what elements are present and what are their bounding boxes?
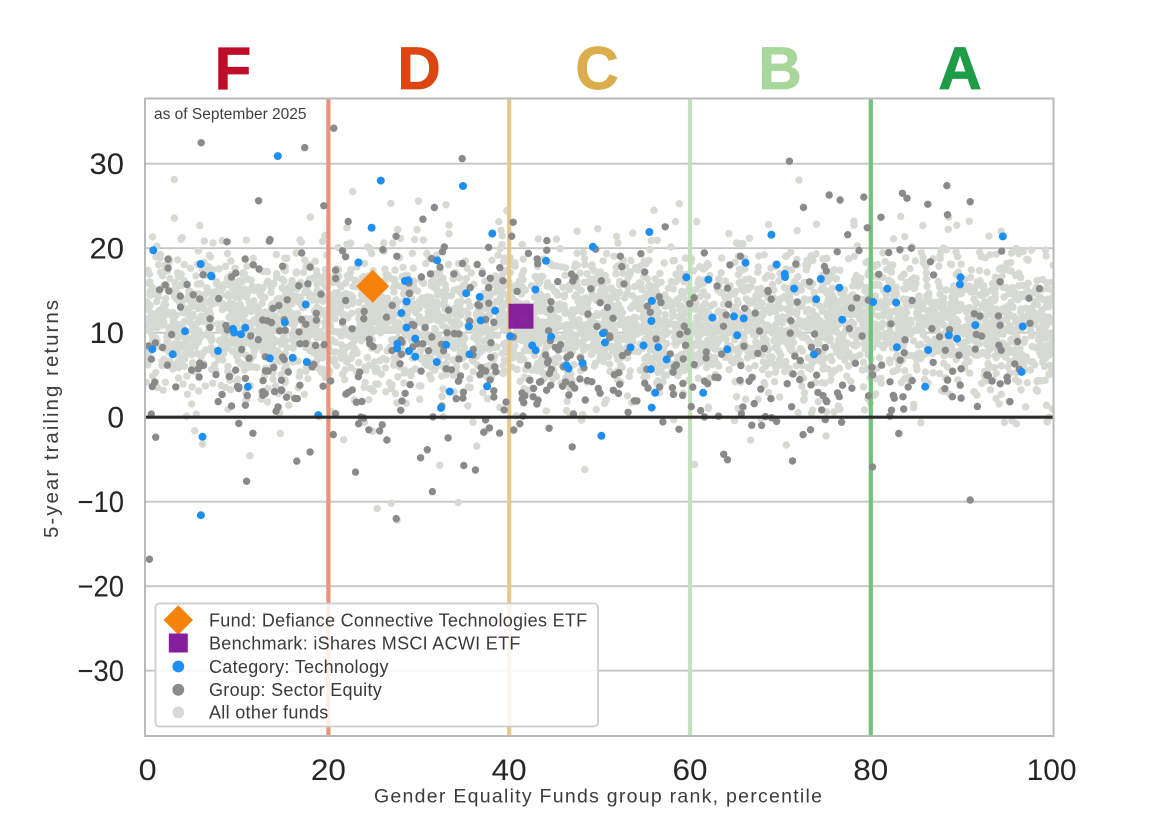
svg-text:F: F bbox=[215, 35, 252, 102]
svg-text:Group: Sector Equity: Group: Sector Equity bbox=[209, 680, 382, 700]
svg-text:A: A bbox=[938, 35, 981, 102]
svg-text:100: 100 bbox=[1027, 754, 1077, 787]
svg-text:60: 60 bbox=[673, 754, 708, 787]
svg-text:B: B bbox=[758, 35, 801, 102]
svg-text:0: 0 bbox=[139, 754, 157, 787]
svg-text:as of September 2025: as of September 2025 bbox=[154, 106, 307, 123]
svg-text:Benchmark: iShares MSCI ACWI E: Benchmark: iShares MSCI ACWI ETF bbox=[209, 633, 521, 653]
svg-text:−30: −30 bbox=[78, 655, 125, 688]
svg-text:40: 40 bbox=[492, 754, 527, 787]
svg-text:20: 20 bbox=[311, 754, 346, 787]
svg-text:All other funds: All other funds bbox=[209, 703, 329, 723]
svg-text:Fund: Defiance Connective Tech: Fund: Defiance Connective Technologies E… bbox=[209, 610, 587, 630]
svg-text:Category: Technology: Category: Technology bbox=[209, 657, 389, 677]
svg-text:20: 20 bbox=[90, 233, 125, 266]
svg-text:D: D bbox=[397, 35, 440, 102]
svg-text:0: 0 bbox=[107, 402, 124, 435]
svg-text:80: 80 bbox=[853, 754, 888, 787]
svg-text:−10: −10 bbox=[78, 486, 125, 519]
svg-text:Gender Equality Funds group ra: Gender Equality Funds group rank, percen… bbox=[374, 786, 822, 808]
svg-text:10: 10 bbox=[90, 317, 125, 350]
svg-text:C: C bbox=[575, 35, 618, 102]
svg-text:−20: −20 bbox=[78, 571, 125, 604]
svg-text:30: 30 bbox=[90, 148, 125, 181]
